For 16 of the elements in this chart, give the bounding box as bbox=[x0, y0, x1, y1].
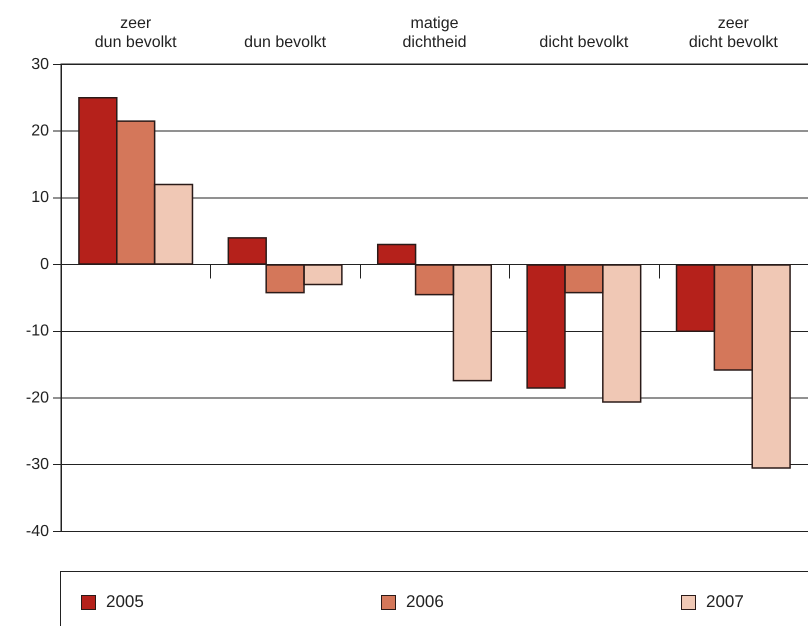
legend-label: 2005 bbox=[106, 592, 144, 612]
x-tick-label: dun bevolkt bbox=[244, 34, 327, 52]
y-tick-label: 10 bbox=[31, 189, 50, 206]
y-tick-label: 20 bbox=[31, 122, 50, 140]
y-tick-label: -20 bbox=[26, 389, 50, 406]
y-tick-label: -40 bbox=[26, 522, 50, 540]
legend-label: 2006 bbox=[406, 592, 444, 612]
x-tick-label: zeer dun bevolkt bbox=[94, 15, 178, 52]
y-tick-label: -30 bbox=[26, 456, 50, 474]
x-tick-label: zeer dicht bevolkt bbox=[688, 15, 778, 52]
y-tick-label: 0 bbox=[40, 256, 50, 273]
legend-label: 2007 bbox=[706, 592, 744, 612]
x-tick-label: matige dichtheid bbox=[402, 15, 467, 52]
x-tick-label: dicht bevolkt bbox=[539, 34, 629, 52]
y-tick-label: -10 bbox=[26, 322, 50, 340]
y-tick-label: 30 bbox=[31, 56, 50, 73]
